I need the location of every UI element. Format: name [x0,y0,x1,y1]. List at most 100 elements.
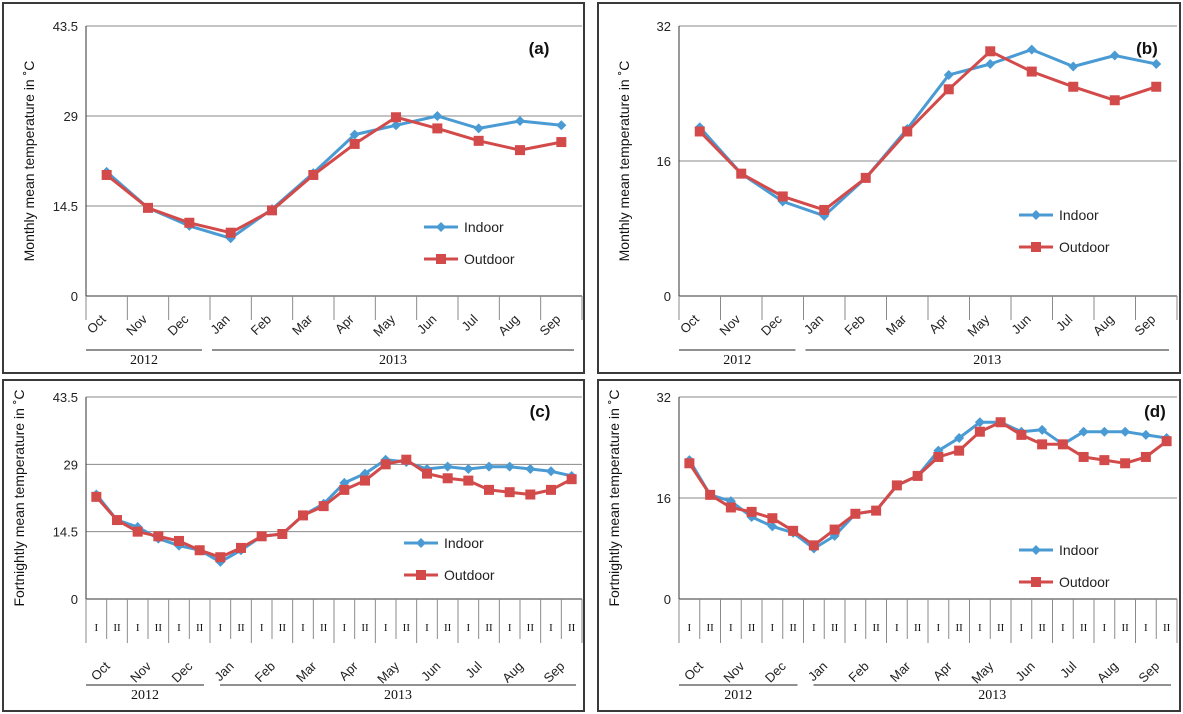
fortnight-label: I [978,622,982,634]
fortnight-label: II [748,622,756,634]
fortnight-label: I [854,622,858,634]
panel-label: (a) [529,39,550,58]
x-tick-label: Nov [127,658,154,685]
data-point-outdoor [484,484,494,495]
data-point-outdoor [1120,458,1131,469]
y-tick-label: 16 [657,154,671,169]
data-point-outdoor [432,123,443,134]
data-point-indoor [1099,426,1110,437]
year-label: 2012 [723,353,751,368]
data-point-indoor [985,58,996,69]
legend-label-outdoor: Outdoor [1059,574,1110,590]
y-axis-label: Monthly mean temperature in ˚C [21,61,37,262]
data-point-indoor [463,463,474,474]
data-point-indoor [767,521,778,532]
x-tick-label: Jul [462,658,484,680]
data-point-indoor [339,477,350,488]
legend-marker-outdoor [436,254,446,264]
fortnight-label: II [403,622,411,634]
y-axis-label: Monthly mean temperature in ˚C [616,61,632,262]
legend-marker-indoor [436,222,446,232]
fortnight-label: I [384,622,388,634]
x-tick-label: Oct [88,658,113,683]
x-tick-label: Jul [1057,658,1079,680]
chart-panel-a: 0 14.5 29 43.5 Monthly mean temperature in ˚… [2,2,585,374]
data-point-indoor [1109,50,1120,61]
data-point-outdoor [556,137,567,148]
data-point-outdoor [360,475,370,486]
legend-marker-indoor [1031,210,1041,220]
fortnight-label: I [1144,622,1148,634]
legend-marker-indoor [416,538,426,548]
y-tick-label: 14.5 [53,525,78,540]
series-line-indoor [698,48,1157,218]
data-point-outdoor [215,552,226,563]
legend-marker-outdoor [1031,242,1041,252]
data-point-outdoor [933,451,944,462]
data-point-outdoor [463,475,474,486]
data-point-outdoor [174,535,184,546]
data-point-outdoor [1068,81,1079,92]
fortnight-label: II [155,622,163,634]
data-point-outdoor [1057,439,1068,450]
fortnight-label: II [1121,622,1129,634]
data-point-indoor [1120,426,1131,437]
x-tick-label: Jan [211,659,236,684]
chart-panel-d: 0 16 32 Fortnightly mean temperature in ˚C (… [597,379,1181,712]
data-point-outdoor [1161,436,1172,447]
fortnight-label: II [789,622,797,634]
fortnight-label: II [196,622,204,634]
year-label: 2013 [978,688,1006,703]
x-tick-label: Aug [1094,659,1121,686]
fortnight-label: I [94,622,98,634]
year-label: 2012 [131,688,159,703]
x-tick-label: Jun [414,312,439,337]
fortnight-label: I [260,622,264,634]
data-point-indoor [974,417,985,428]
data-point-indoor [1068,61,1079,72]
y-tick-label: 43.5 [53,390,78,405]
fortnight-label: II [113,622,121,634]
y-tick-label: 32 [657,19,671,34]
fortnight-label: I [549,622,553,634]
x-tick-label: Mar [887,658,914,685]
x-tick-label: May [964,311,992,339]
fortnight-label: II [1038,622,1046,634]
data-point-indoor [556,120,567,131]
data-point-outdoor [132,526,143,537]
legend-marker-outdoor [1031,577,1041,587]
panel-label: (c) [530,402,551,421]
x-tick-label: May [374,658,402,686]
fortnight-label: II [444,622,452,634]
fortnight-label: II [1163,622,1171,634]
data-point-outdoor [546,484,556,495]
x-tick-label: Jun [418,659,443,684]
fortnight-label: II [706,622,714,634]
fortnight-label: I [1061,622,1065,634]
fortnight-label: I [301,622,305,634]
fortnight-label: I [466,622,470,634]
data-point-indoor [954,433,965,444]
data-point-outdoor [995,417,1006,428]
fortnight-label: II [568,622,576,634]
legend-label-indoor: Indoor [444,535,484,551]
fortnight-label: II [831,622,839,634]
y-tick-label: 0 [71,592,78,607]
fortnight-label: II [914,622,922,634]
data-point-outdoor [401,454,412,465]
x-tick-label: Apr [336,658,361,683]
series-line-indoor [95,458,573,564]
data-point-indoor [1078,426,1089,437]
panel-label: (b) [1136,39,1158,58]
data-point-outdoor [902,126,913,137]
x-tick-label: Jun [1012,659,1037,684]
series-line-outdoor [698,49,1157,212]
legend-label-outdoor: Outdoor [444,567,495,583]
x-tick-label: Dec [762,658,789,685]
x-tick-label: Mar [293,658,320,685]
data-point-outdoor [473,135,484,146]
data-point-outdoor [1026,66,1037,77]
series-line-outdoor [688,420,1168,547]
x-tick-label: Jan [801,312,826,337]
x-tick-label: Apr [926,311,951,336]
